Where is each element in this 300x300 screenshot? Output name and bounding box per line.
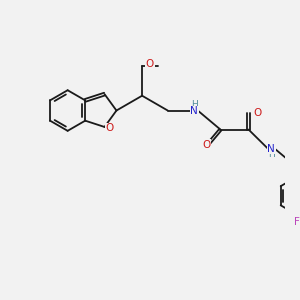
Text: O: O bbox=[202, 140, 211, 150]
Text: O: O bbox=[106, 123, 114, 134]
Text: H: H bbox=[191, 100, 198, 109]
Text: F: F bbox=[294, 217, 300, 227]
Text: O: O bbox=[254, 108, 262, 118]
Text: H: H bbox=[268, 150, 274, 159]
Text: N: N bbox=[267, 144, 275, 154]
Text: O: O bbox=[146, 59, 154, 69]
Text: N: N bbox=[190, 106, 198, 116]
